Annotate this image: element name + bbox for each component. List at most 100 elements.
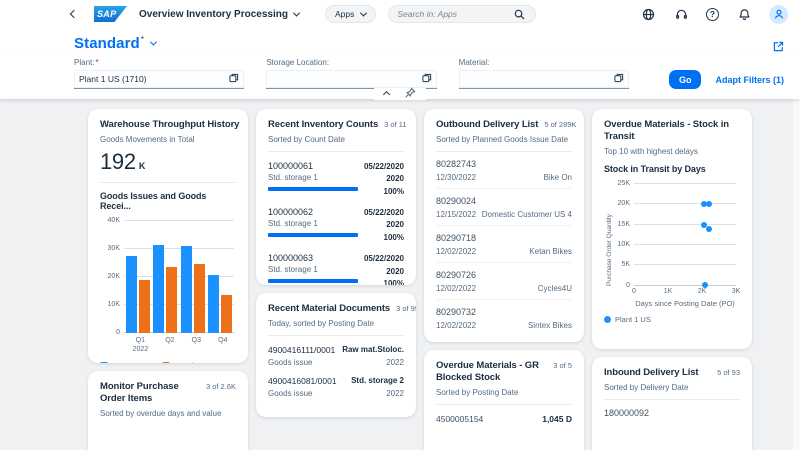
card-outbound-delivery-list[interactable]: Outbound Delivery List 5 of 289K Sorted … — [424, 109, 584, 342]
legend-swatch — [100, 361, 108, 363]
chevron-down-icon — [360, 9, 368, 17]
list-item[interactable]: 100000061 Std. storage 1 05/22/2020 2020 100… — [268, 161, 404, 198]
kpi-unit: K — [138, 160, 146, 171]
bar-group — [153, 221, 178, 333]
help-icon[interactable]: ? — [706, 7, 719, 21]
gridline: 0 — [116, 329, 234, 336]
app-title-menu[interactable]: Overview Inventory Processing — [139, 8, 300, 20]
card-warehouse-throughput[interactable]: Warehouse Throughput History Goods Movem… — [88, 109, 248, 363]
go-button[interactable]: Go — [668, 70, 702, 89]
item-year: 2020 — [386, 220, 404, 230]
item-storage: Raw mat.Stoloc. — [342, 344, 404, 354]
list-item[interactable]: 80282743 12/30/2022 Bike On — [436, 152, 572, 189]
pin-icon[interactable] — [405, 85, 416, 103]
item-line2: 12/02/2022 Ketan Bikes — [436, 247, 572, 256]
list-item[interactable]: 180000092 — [604, 407, 650, 418]
card-title: Recent Inventory Counts — [268, 119, 379, 130]
card-recent-material-documents[interactable]: Recent Material Documents 3 of 956.5K To… — [256, 293, 416, 417]
divider — [268, 150, 404, 152]
item-storage: Std. storage 2 — [351, 375, 404, 385]
plant-input[interactable]: Plant 1 US (1710) — [74, 70, 245, 89]
share-button[interactable] — [770, 38, 786, 54]
item-percent: 100% — [383, 279, 404, 285]
page-title: Standard — [74, 35, 140, 52]
value-help-icon[interactable] — [229, 70, 239, 88]
throughput-bar-chart: 0 10K 20K 30K 40K Q1 2022 Q2 Q3 Q4 Issue Count Rec… — [100, 217, 236, 363]
x-axis-tick: Q2 — [165, 336, 175, 344]
user-avatar[interactable] — [769, 4, 788, 24]
list-item[interactable]: 4900416111/0001 Raw mat.Stoloc. Goods issu… — [268, 345, 404, 367]
bar-group — [125, 221, 150, 333]
storage-location-input[interactable] — [266, 70, 437, 89]
item-values: 05/22/2020 2020 100% — [364, 161, 404, 198]
material-input[interactable] — [458, 70, 629, 89]
list-item[interactable]: 80290726 12/02/2022 Cycles4U — [436, 263, 572, 300]
support-icon[interactable] — [673, 6, 689, 22]
value-help-icon[interactable] — [614, 70, 624, 88]
app-title: Overview Inventory Processing — [139, 8, 288, 20]
item-values: 05/22/2020 2020 100% — [364, 207, 404, 244]
list-item[interactable]: 100000062 Std. storage 1 05/22/2020 2020 100… — [268, 207, 404, 244]
list-item[interactable]: 80290024 12/15/2022 Domestic Customer US 4 — [436, 189, 572, 226]
item-line2: 12/02/2022 Sintex Bikes — [436, 321, 572, 330]
item-percent: 100% — [383, 232, 404, 242]
search-placeholder: Search in: Apps — [397, 9, 458, 19]
back-button[interactable] — [66, 6, 82, 22]
bar — [153, 244, 165, 333]
language-icon[interactable] — [640, 6, 656, 22]
card-overdue-stock-in-transit[interactable]: Overdue Materials - Stock in Transit Top… — [592, 109, 752, 349]
chevron-down-icon[interactable] — [149, 38, 157, 46]
list-item[interactable]: 4500005154 1,045 D — [436, 414, 572, 424]
list-item[interactable]: 4900416081/0001 Std. storage 2 Goods issue… — [268, 376, 404, 398]
list-item[interactable]: 100000063 Std. storage 1 05/22/2020 2020 100… — [268, 253, 404, 285]
kpi: 192 K — [100, 149, 236, 175]
item-line1: 4900416111/0001 Raw mat.Stoloc. — [268, 345, 404, 355]
y-axis-tick: 40K — [107, 216, 120, 224]
x-axis-tick: 3K — [731, 287, 741, 295]
item-customer: Bike On — [543, 172, 572, 182]
chevron-down-icon — [292, 9, 300, 17]
plant-label: Plant:* — [74, 58, 99, 67]
search-scope-select[interactable]: Apps — [324, 5, 377, 23]
shell-actions: ? — [640, 4, 788, 24]
collapse-header-icon[interactable] — [382, 90, 391, 98]
adapt-filters-link[interactable]: Adapt Filters (1) — [715, 75, 784, 85]
y-axis-tick: 30K — [107, 244, 120, 252]
filter-bar-controls — [374, 85, 426, 103]
item-date: 12/30/2022 — [436, 172, 477, 182]
card-inbound-delivery-list[interactable]: Inbound Delivery List 5 of 93 Sorted by … — [592, 357, 752, 450]
card-title: Outbound Delivery List — [436, 119, 539, 130]
item-id: 100000063 — [268, 253, 314, 264]
card-recent-inventory-counts[interactable]: Recent Inventory Counts 3 of 11 Sorted b… — [256, 109, 416, 285]
item-percent: 100% — [383, 186, 404, 196]
card-monitor-po-items[interactable]: Monitor Purchase Order Items 3 of 2.6K S… — [88, 371, 248, 450]
item-id: 80290726 — [436, 269, 477, 280]
card-title: Warehouse Throughput History — [100, 119, 240, 130]
item-main: 100000062 Std. storage 1 — [268, 207, 358, 244]
page-scrollbar[interactable] — [793, 56, 800, 450]
progress-bar — [268, 233, 358, 238]
value-help-icon[interactable] — [422, 70, 432, 88]
item-id: 4900416111/0001 — [268, 344, 336, 355]
item-date: 12/02/2022 — [436, 320, 477, 330]
search-input[interactable]: Search in: Apps — [388, 5, 537, 23]
card-overdue-gr-blocked[interactable]: Overdue Materials - GR Blocked Stock 3 o… — [424, 350, 584, 450]
list-item[interactable]: 80290718 12/02/2022 Ketan Bikes — [436, 226, 572, 263]
kpi-value: 192 — [100, 148, 136, 174]
bar — [166, 267, 178, 333]
card-subtitle: Sorted by Planned Goods Issue Date — [436, 134, 569, 144]
data-point — [700, 201, 707, 208]
item-main: 100000061 Std. storage 1 — [268, 161, 358, 198]
card-subtitle: Goods Movements in Total — [100, 134, 195, 144]
y-axis-tick: 5K — [621, 261, 630, 269]
bar-chart-plot: 0 10K 20K 30K 40K — [108, 217, 234, 336]
storage-location-label: Storage Location: — [266, 58, 330, 67]
variant-selector[interactable]: Standard* — [74, 35, 144, 53]
item-days: 1,045 D — [542, 413, 572, 424]
item-id: 4500005154 — [436, 413, 484, 424]
legend-swatch — [604, 315, 611, 323]
card-column-3: Outbound Delivery List 5 of 289K Sorted … — [424, 109, 584, 450]
list-item[interactable]: 80290732 12/02/2022 Sintex Bikes — [436, 300, 572, 336]
notifications-icon[interactable] — [736, 6, 752, 22]
search-icon[interactable] — [511, 6, 527, 22]
